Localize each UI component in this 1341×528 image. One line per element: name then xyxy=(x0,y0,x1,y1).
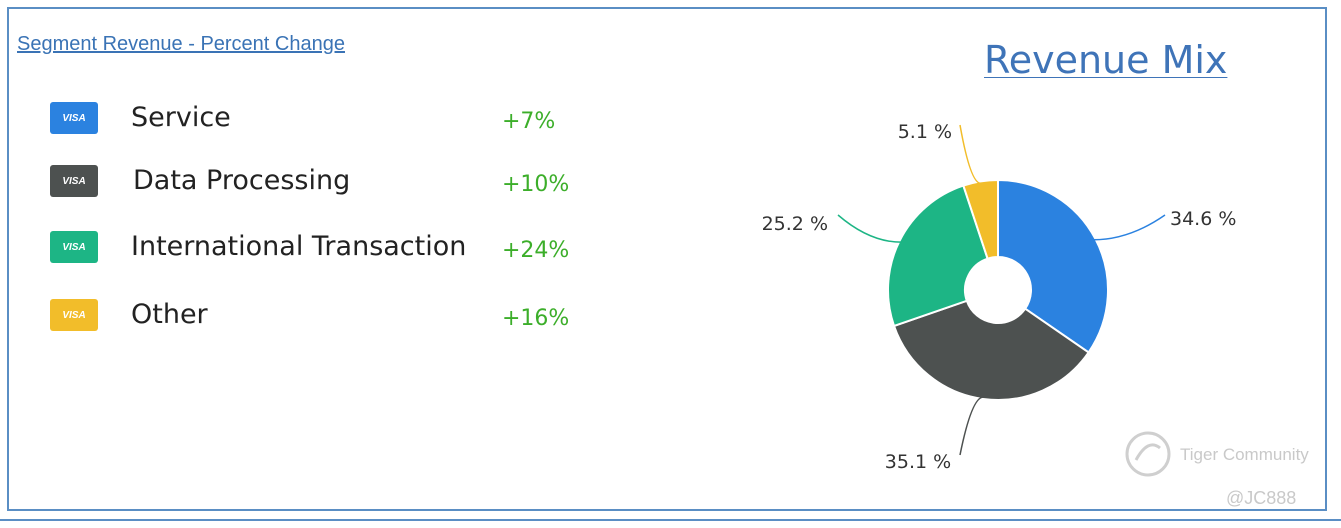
visa-card-icon: VISA xyxy=(50,102,98,134)
revenue-mix-title: Revenue Mix xyxy=(984,38,1228,82)
segment-change: +7% xyxy=(502,109,556,134)
segment-label: Other xyxy=(131,299,208,330)
donut-slice-service[interactable] xyxy=(997,178,1109,354)
leader-line xyxy=(1093,214,1166,241)
leader-line xyxy=(959,124,981,185)
watermark-handle: @JC888 xyxy=(1226,488,1297,508)
chart-frame xyxy=(7,7,1327,511)
revenue-mix-donut-chart: 34.6 % 35.1 % 25.2 % 5.1 % xyxy=(762,121,1237,473)
segment-label: International Transaction xyxy=(131,231,467,262)
donut-slice-data-processing[interactable] xyxy=(892,299,1090,401)
segment-revenue-link[interactable]: Segment Revenue - Percent Change xyxy=(17,33,345,55)
segment-row-service: VISA Service +7% xyxy=(0,102,600,152)
visa-card-icon: VISA xyxy=(50,231,98,263)
segment-change: +24% xyxy=(502,238,570,263)
segment-label: Data Processing xyxy=(133,165,351,196)
visa-card-icon: VISA xyxy=(50,299,98,331)
watermark-brand: Tiger Community xyxy=(1180,445,1309,464)
segment-row-data-processing: VISA Data Processing +10% xyxy=(0,165,600,215)
donut-slice-international-transaction[interactable] xyxy=(887,184,989,328)
visa-card-icon: VISA xyxy=(50,165,98,197)
slice-percent-label: 25.2 % xyxy=(762,213,828,235)
leader-line xyxy=(837,214,902,243)
slice-percent-label: 35.1 % xyxy=(885,451,951,473)
slice-percent-label: 5.1 % xyxy=(898,121,952,143)
segment-row-international-transaction: VISA International Transaction +24% xyxy=(0,231,600,281)
leader-line xyxy=(959,396,984,456)
slice-percent-label: 34.6 % xyxy=(1170,208,1236,230)
segment-change: +16% xyxy=(502,306,570,331)
segment-change: +10% xyxy=(502,172,570,197)
segment-row-other: VISA Other +16% xyxy=(0,299,600,349)
donut-slice-other[interactable] xyxy=(962,178,999,260)
tiger-logo-icon xyxy=(1125,431,1171,477)
bottom-divider xyxy=(0,519,1341,521)
segment-label: Service xyxy=(131,102,231,133)
